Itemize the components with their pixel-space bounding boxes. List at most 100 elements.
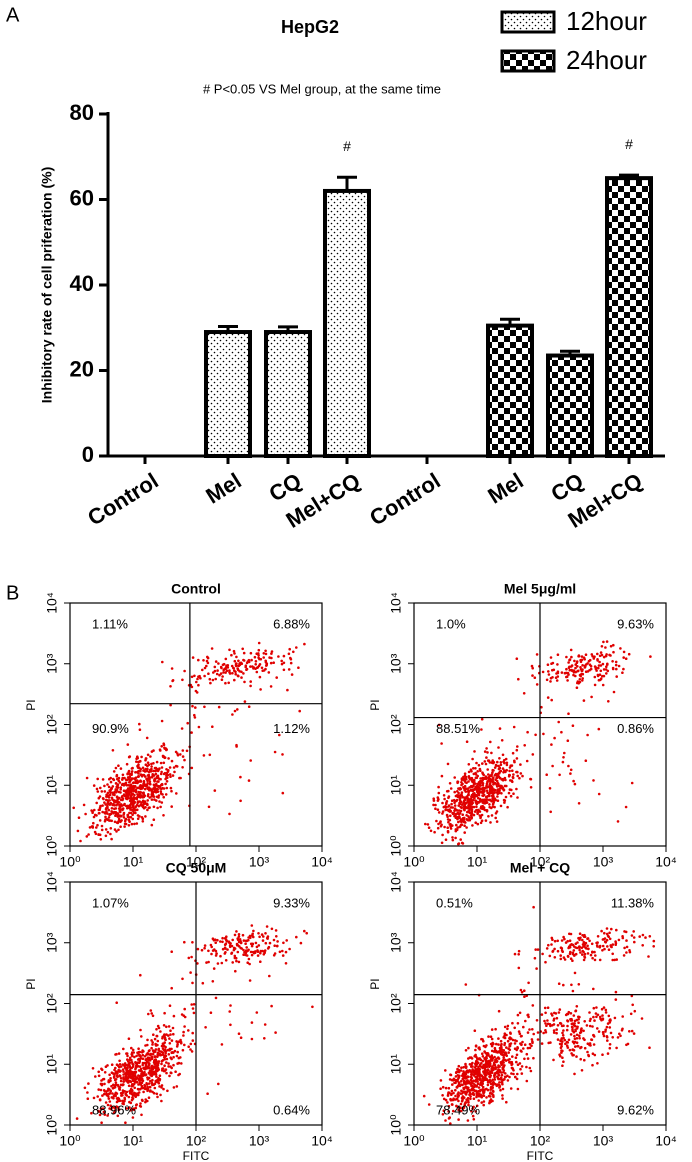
event-dot [107,796,111,799]
event-dot [146,1078,150,1081]
event-dot [490,1067,494,1070]
event-dot [435,819,438,823]
event-dot [566,1046,570,1049]
event-dot [571,1025,574,1029]
event-dot [164,1038,167,1042]
event-dot [601,1014,604,1017]
event-dot [242,659,246,662]
event-dot [197,658,200,662]
event-dot [448,818,452,822]
event-dot [502,1056,506,1059]
event-dot [235,655,238,659]
event-dot [502,760,505,764]
event-dot [582,1037,585,1040]
event-dot [117,1052,121,1055]
event-dot [484,775,488,778]
event-dot [245,939,249,943]
event-dot [577,983,581,986]
event-dot [475,1084,479,1088]
x-tick-label: 10² [530,1133,551,1149]
event-dot [612,643,615,647]
event-dot [101,804,104,807]
event-dot [226,664,230,667]
event-dot [156,806,159,810]
event-dot [147,1052,150,1056]
event-dot [566,1024,569,1028]
event-dot [106,1064,109,1067]
event-dot [197,675,200,678]
event-dot [106,799,110,802]
event-dot [481,787,484,790]
event-dot [638,935,641,938]
event-dot [262,953,266,956]
event-dot [170,1047,173,1051]
event-dot [150,823,154,827]
event-dot [533,676,537,679]
event-dot [127,1095,131,1099]
event-dot [598,654,602,658]
event-dot [478,1090,482,1093]
event-dot [275,676,279,679]
event-dot [563,958,567,961]
event-dot [424,822,427,826]
event-dot [527,981,530,985]
event-dot [462,805,466,808]
y-tick-label: 10⁰ [44,835,60,857]
event-dot [123,825,126,828]
event-dot [113,820,117,824]
event-dot [516,745,519,748]
event-dot [519,1035,523,1038]
event-dot [126,1060,130,1063]
event-dot [469,1078,473,1082]
event-dot [176,753,180,757]
event-dot [262,656,266,659]
event-dot [264,941,268,945]
event-dot [236,668,240,672]
event-dot [158,748,162,751]
event-dot [550,698,553,702]
event-dot [457,1070,461,1074]
event-dot [481,771,484,774]
event-dot [163,746,166,750]
event-dot [589,667,593,671]
event-dot [103,801,106,804]
event-dot [474,1055,478,1059]
event-dot [479,779,483,783]
event-dot [545,1024,548,1027]
event-dot [575,1055,578,1058]
event-dot [485,809,489,812]
event-dot [105,793,108,797]
event-dot [528,1046,532,1050]
event-dot [155,1064,158,1068]
event-dot [565,1040,569,1044]
event-dot [133,1081,137,1084]
event-dot [157,1047,161,1051]
event-dot [534,733,537,737]
event-dot [233,678,236,682]
event-dot [163,1064,166,1067]
event-dot [515,1077,519,1081]
y-tick-label: 10³ [388,653,404,674]
event-dot [117,776,121,780]
event-dot [118,1065,121,1069]
event-dot [148,1085,152,1089]
event-dot [564,1013,568,1017]
event-dot [580,1069,584,1072]
event-dot [589,953,593,957]
event-dot [644,936,647,939]
event-dot [114,1094,117,1098]
event-dot [444,1098,448,1102]
event-dot [161,786,164,790]
event-dot [190,731,193,734]
event-dot [140,1081,144,1084]
event-dot [192,1011,196,1015]
bar [546,353,594,459]
event-dot [493,1060,497,1064]
event-dot [557,1011,561,1014]
event-dot [144,1098,147,1101]
event-cloud [422,905,656,1125]
event-dot [452,798,456,802]
event-dot [237,664,240,668]
event-dot [145,736,149,740]
event-dot [459,838,463,841]
